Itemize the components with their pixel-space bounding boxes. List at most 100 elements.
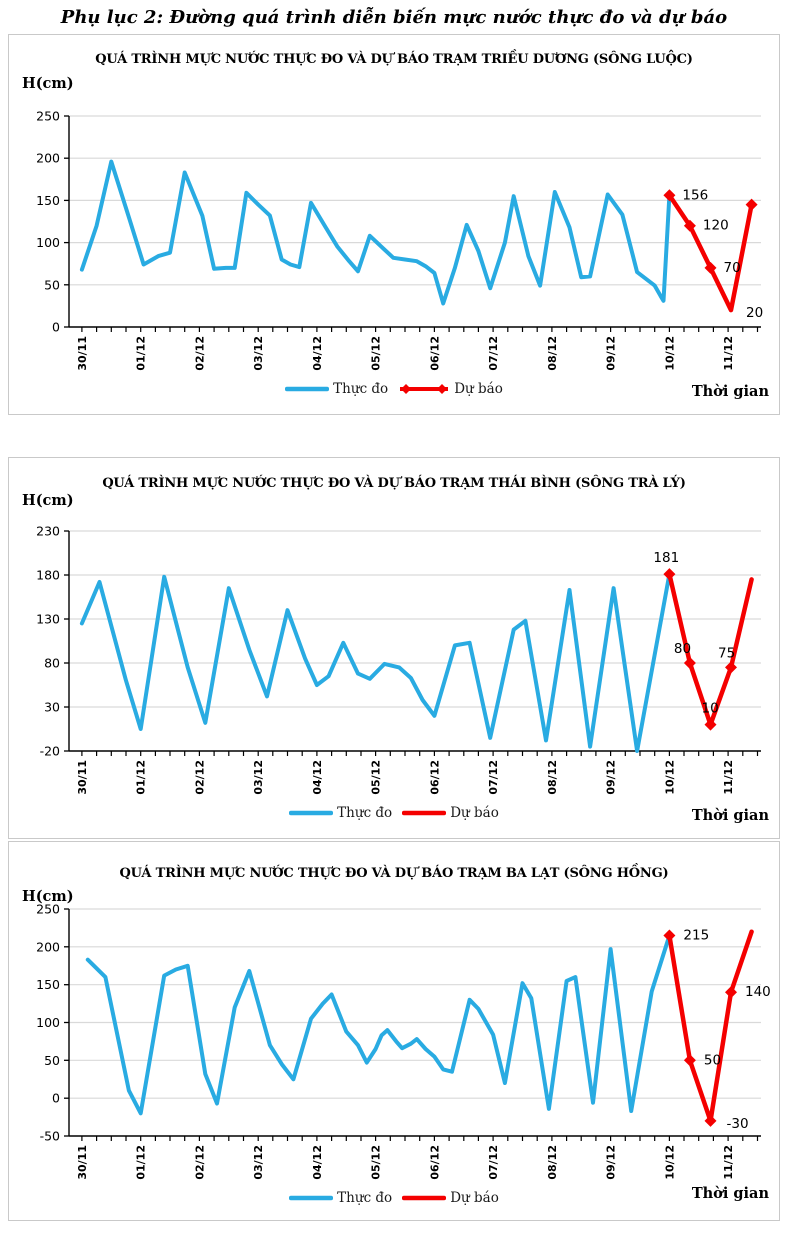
chart-title: QUÁ TRÌNH MỰC NƯỚC THỰC ĐO VÀ DỰ BÁO TRẠ…	[119, 866, 669, 881]
page-title: Phụ lục 2: Đường quá trình diễn biến mực…	[60, 7, 728, 28]
svg-text:11/12: 11/12	[722, 1145, 735, 1180]
svg-text:06/12: 06/12	[428, 336, 441, 371]
svg-text:08/12: 08/12	[546, 336, 559, 371]
gridlines	[69, 530, 761, 708]
forecast-data-label: 50	[704, 1052, 721, 1068]
svg-text:230: 230	[36, 524, 60, 539]
svg-text:250: 250	[36, 109, 60, 124]
diamond-marker	[683, 219, 696, 232]
legend-observed-swatch	[285, 383, 330, 395]
chart-panel-thai-binh: QUÁ TRÌNH MỰC NƯỚC THỰC ĐO VÀ DỰ BÁO TRẠ…	[8, 457, 780, 839]
svg-text:02/12: 02/12	[193, 760, 206, 795]
svg-text:10/12: 10/12	[663, 760, 676, 795]
diamond-marker	[663, 189, 676, 202]
svg-text:06/12: 06/12	[428, 1145, 441, 1180]
x-axis-title: Thời gian	[691, 383, 769, 400]
diamond-marker	[725, 986, 737, 999]
svg-text:01/12: 01/12	[135, 336, 148, 371]
chart-canvas-thai-binh: 230 180 130 80 30 -20 30/11 01/12 02/12 03/12 04/1…	[36, 524, 761, 795]
svg-text:10/12: 10/12	[663, 336, 676, 371]
legend-label: Thực đo	[337, 1190, 393, 1206]
legend-item: Thực đo	[289, 805, 392, 821]
svg-text:30: 30	[44, 700, 60, 715]
svg-text:01/12: 01/12	[135, 1145, 148, 1180]
legend-item: Dự báo	[398, 381, 503, 397]
svg-text:09/12: 09/12	[605, 336, 618, 371]
svg-text:05/12: 05/12	[370, 760, 383, 795]
legend-label: Dự báo	[450, 805, 499, 821]
svg-text:0: 0	[52, 1091, 60, 1106]
legend-forecast-swatch	[402, 807, 447, 819]
svg-text:130: 130	[36, 612, 60, 627]
svg-text:0: 0	[52, 320, 60, 335]
chart-panel-trieu-duong: QUÁ TRÌNH MỰC NƯỚC THỰC ĐO VÀ DỰ BÁO TRẠ…	[8, 34, 780, 415]
forecast-line: 156 120 70 20	[663, 187, 763, 321]
forecast-data-label: 156	[682, 187, 708, 203]
chart-canvas-trieu-duong: 250 200 150 100 50 0 30/11 01/12 02/12 03/12 04/12…	[36, 109, 763, 371]
forecast-data-label: 181	[653, 550, 679, 566]
svg-text:08/12: 08/12	[546, 1145, 559, 1180]
svg-text:80: 80	[44, 656, 60, 671]
chart-legend: Thực đo Dự báo	[9, 381, 779, 397]
diamond-marker	[683, 657, 696, 669]
svg-text:100: 100	[36, 235, 60, 250]
diamond-marker	[663, 929, 676, 942]
diamond-marker	[745, 198, 758, 211]
svg-text:30/11: 30/11	[76, 1145, 89, 1180]
diamond-marker	[663, 568, 676, 581]
svg-text:30/11: 30/11	[76, 760, 89, 795]
y-axis-title: H(cm)	[22, 888, 74, 905]
svg-text:200: 200	[36, 939, 60, 954]
diamond-marker	[704, 261, 717, 274]
legend-observed-swatch	[289, 1192, 334, 1204]
diamond-marker	[683, 1054, 696, 1067]
observed-line	[79, 159, 672, 306]
forecast-data-label: 120	[703, 218, 729, 234]
svg-text:03/12: 03/12	[252, 760, 265, 795]
svg-text:02/12: 02/12	[193, 336, 206, 371]
forecast-data-label: -30	[727, 1116, 749, 1132]
forecast-data-label: 10	[702, 701, 719, 717]
svg-text:06/12: 06/12	[428, 760, 441, 795]
forecast-data-label: 20	[746, 305, 763, 321]
svg-text:04/12: 04/12	[311, 1145, 324, 1180]
chart-legend: Thực đo Dự báo	[9, 805, 779, 821]
forecast-data-label: 215	[683, 928, 709, 944]
forecast-data-label: 140	[745, 984, 771, 1000]
y-axis-title: H(cm)	[22, 75, 74, 92]
legend-label: Dự báo	[454, 381, 503, 397]
svg-text:-50: -50	[40, 1129, 60, 1144]
svg-text:03/12: 03/12	[252, 1145, 265, 1180]
svg-text:150: 150	[36, 193, 60, 208]
legend-forecast-swatch	[402, 1192, 447, 1204]
diamond-marker	[704, 1114, 717, 1127]
legend-item: Thực đo	[289, 1190, 392, 1206]
forecast-data-label: 75	[718, 645, 735, 661]
chart-canvas-ba-lat: 250 200 150 100 50 0 -50 30/11 01/12 02/12 03/12 04…	[36, 902, 771, 1180]
y-axis-title: H(cm)	[22, 492, 74, 509]
svg-text:07/12: 07/12	[487, 1145, 500, 1180]
svg-text:05/12: 05/12	[370, 336, 383, 371]
svg-text:10/12: 10/12	[663, 1145, 676, 1180]
x-axis: 30/11 01/12 02/12 03/12 04/12 05/12 06/12 07/12…	[69, 1135, 761, 1180]
gridlines	[69, 115, 761, 286]
legend-label: Thực đo	[337, 805, 393, 821]
svg-text:180: 180	[36, 568, 60, 583]
legend-item: Dự báo	[402, 805, 499, 821]
svg-text:-20: -20	[40, 744, 60, 759]
legend-label: Dự báo	[450, 1190, 499, 1206]
legend-label: Thực đo	[333, 381, 389, 397]
forecast-line: 181 80 10 75	[653, 550, 754, 731]
gridlines	[69, 908, 761, 1099]
observed-line	[79, 572, 672, 753]
svg-text:07/12: 07/12	[487, 336, 500, 371]
svg-text:03/12: 03/12	[252, 336, 265, 371]
forecast-line: 215 50 -30 140	[663, 928, 771, 1132]
observed-line	[85, 933, 672, 1116]
legend-item: Thực đo	[285, 381, 388, 397]
y-axis: 250 200 150 100 50 0	[36, 109, 70, 335]
chart-title: QUÁ TRÌNH MỰC NƯỚC THỰC ĐO VÀ DỰ BÁO TRẠ…	[102, 476, 686, 491]
svg-text:50: 50	[44, 1053, 60, 1068]
svg-text:50: 50	[44, 277, 60, 292]
forecast-data-label: 70	[724, 260, 741, 276]
